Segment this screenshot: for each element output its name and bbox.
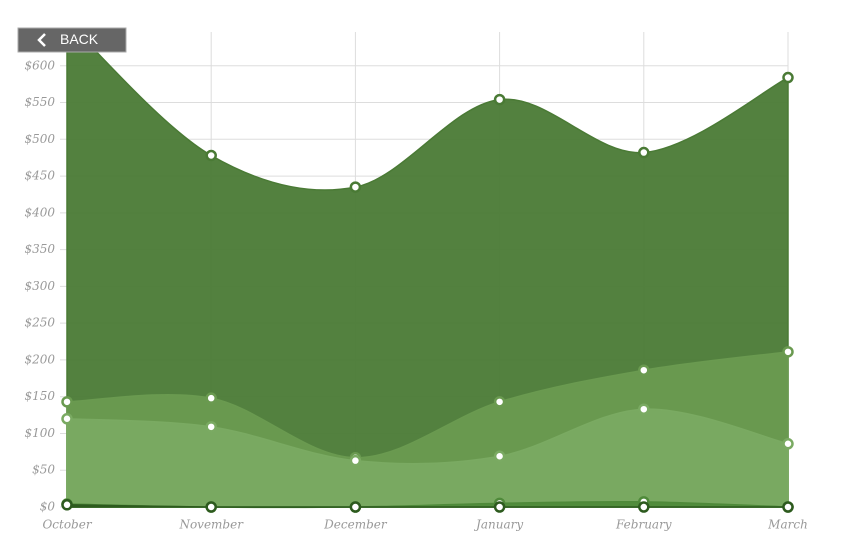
y-tick-label: $600	[24, 58, 55, 72]
x-tick-label: October	[42, 518, 92, 532]
point	[638, 146, 650, 159]
x-tick-label: February	[615, 518, 672, 532]
back-label[interactable]: BACK	[60, 31, 99, 47]
x-tick-label: November	[178, 518, 244, 532]
y-tick-label: $150	[24, 389, 55, 403]
point	[349, 181, 362, 193]
y-tick-label: $200	[24, 352, 55, 366]
y-tick-label: $450	[24, 169, 55, 183]
back-button[interactable]: BACK	[17, 27, 127, 53]
point	[638, 403, 650, 415]
y-tick-label: $550	[24, 95, 55, 109]
point	[349, 501, 362, 513]
x-tick-label: January	[473, 518, 523, 532]
point	[782, 71, 794, 84]
point	[205, 392, 217, 404]
point	[205, 421, 217, 433]
x-tick-label: March	[767, 518, 808, 532]
point	[349, 454, 362, 467]
back-chevron[interactable]	[37, 33, 46, 47]
back-button-bg[interactable]	[17, 27, 127, 53]
point	[638, 501, 650, 513]
point	[638, 364, 650, 376]
y-tick-label: $300	[24, 279, 55, 293]
y-tick-label: $100	[24, 426, 55, 440]
point	[63, 17, 72, 26]
point	[205, 149, 217, 162]
y-tick-label: $50	[32, 463, 55, 477]
point	[493, 396, 506, 408]
y-tick-label: $350	[24, 242, 55, 256]
point	[782, 346, 794, 358]
point	[493, 93, 506, 106]
area	[66, 408, 789, 508]
point	[782, 501, 794, 513]
point	[493, 450, 506, 463]
point	[61, 396, 73, 408]
y-tick-label: $500	[24, 132, 55, 146]
y-tick-label: $0	[40, 500, 56, 514]
point	[205, 501, 217, 513]
y-tick-label: $250	[24, 316, 55, 330]
point	[61, 413, 73, 425]
point	[61, 499, 73, 511]
point	[493, 501, 506, 513]
y-tick-label: $400	[24, 205, 55, 219]
x-tick-label: December	[323, 518, 388, 532]
point	[782, 438, 794, 450]
area	[66, 504, 789, 508]
